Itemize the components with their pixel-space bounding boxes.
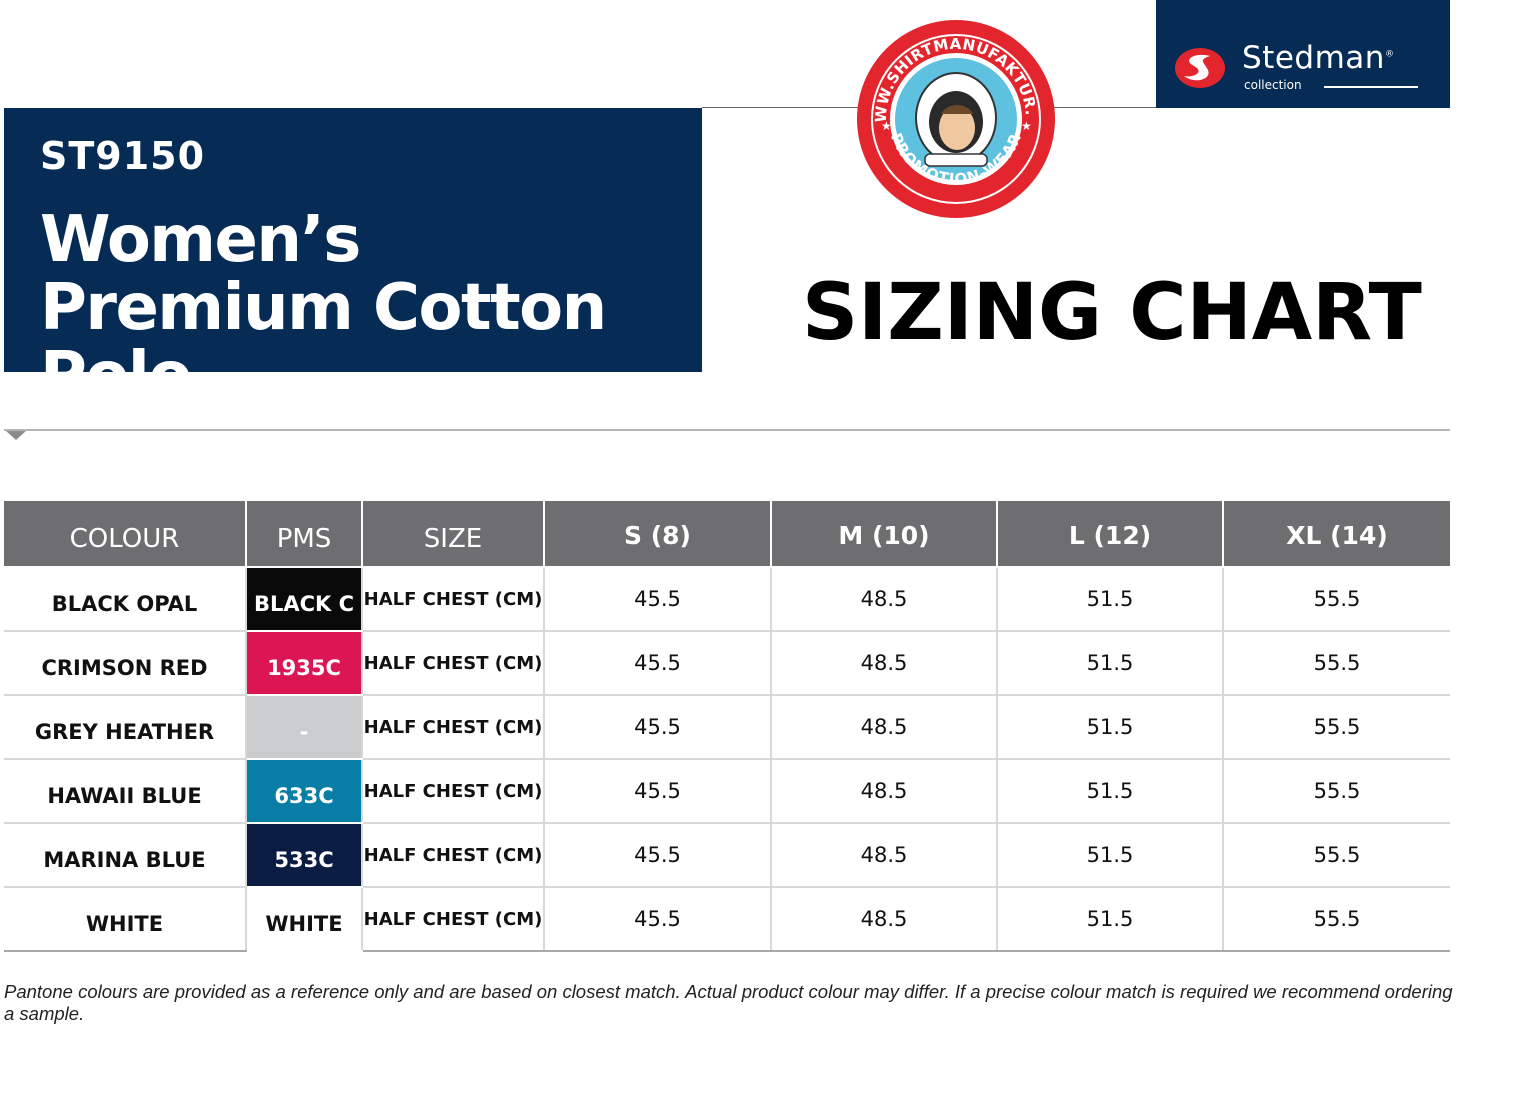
header-size-l: L (12) — [997, 501, 1224, 568]
header-size: SIZE — [362, 501, 545, 568]
measurement-value: 45.5 — [544, 823, 772, 888]
header-pms: PMS — [246, 501, 363, 568]
measurement-value: 48.5 — [771, 631, 998, 696]
title-panel: ST9150 Women’s Premium Cotton Polo — [4, 108, 702, 410]
pms-swatch: - — [246, 695, 363, 760]
brand-underline — [1324, 86, 1418, 88]
measurement-value: 48.5 — [771, 567, 998, 632]
measurement-value: 45.5 — [544, 759, 772, 824]
measurement-value: 55.5 — [1223, 695, 1450, 760]
brand-name: Stedman® — [1242, 40, 1395, 76]
measurement-value: 55.5 — [1223, 631, 1450, 696]
divider-arrow-icon — [6, 431, 26, 440]
header-size-m: M (10) — [771, 501, 998, 568]
brand-subline: collection — [1244, 78, 1302, 92]
measurement-value: 45.5 — [544, 695, 772, 760]
sizing-chart-title: SIZING CHART — [802, 268, 1422, 358]
product-name: Women’s Premium Cotton Polo — [40, 203, 607, 413]
svg-text:★: ★ — [881, 119, 892, 133]
pms-swatch: 1935C — [246, 631, 363, 696]
header-colour: COLOUR — [4, 501, 247, 568]
pantone-footnote: Pantone colours are provided as a refere… — [4, 981, 1453, 1024]
measurement-label: HALF CHEST (CM) — [362, 567, 545, 632]
colour-name: GREY HEATHER — [4, 695, 247, 760]
measurement-value: 55.5 — [1223, 823, 1450, 888]
table-row: WHITE WHITE HALF CHEST (CM) 45.5 48.5 51.5 55.… — [4, 887, 1450, 952]
astronaut-icon — [915, 72, 997, 167]
measurement-value: 45.5 — [544, 631, 772, 696]
section-divider — [4, 429, 1450, 431]
measurement-value: 48.5 — [771, 823, 998, 888]
measurement-value: 48.5 — [771, 759, 998, 824]
colour-name: MARINA BLUE — [4, 823, 247, 888]
measurement-value: 51.5 — [997, 631, 1224, 696]
header-size-xl: XL (14) — [1223, 501, 1450, 568]
pms-swatch: WHITE — [246, 887, 363, 952]
measurement-value: 45.5 — [544, 887, 772, 952]
measurement-value: 51.5 — [997, 759, 1224, 824]
measurement-label: HALF CHEST (CM) — [362, 887, 545, 952]
stedman-s-icon — [1175, 48, 1225, 88]
table-row: BLACK OPAL BLACK C HALF CHEST (CM) 45.5 48.5… — [4, 567, 1450, 632]
colour-name: HAWAII BLUE — [4, 759, 247, 824]
header-size-s: S (8) — [544, 501, 772, 568]
table-header-row: COLOUR PMS SIZE S (8) M (10) L (12) XL (… — [4, 501, 1450, 568]
table-row: GREY HEATHER - HALF CHEST (CM) 45.5 48.5 51.5… — [4, 695, 1450, 760]
measurement-label: HALF CHEST (CM) — [362, 631, 545, 696]
table-row: MARINA BLUE 533C HALF CHEST (CM) 45.5 48.5 51… — [4, 823, 1450, 888]
measurement-label: HALF CHEST (CM) — [362, 695, 545, 760]
colour-name: WHITE — [4, 887, 247, 952]
pms-swatch: BLACK C — [246, 567, 363, 632]
measurement-value: 55.5 — [1223, 567, 1450, 632]
measurement-value: 51.5 — [997, 695, 1224, 760]
measurement-value: 48.5 — [771, 695, 998, 760]
colour-name: BLACK OPAL — [4, 567, 247, 632]
pms-swatch: 633C — [246, 759, 363, 824]
stedman-logo: Stedman® collection — [1156, 0, 1450, 108]
pms-swatch: 533C — [246, 823, 363, 888]
measurement-value: 55.5 — [1223, 759, 1450, 824]
table-row: CRIMSON RED 1935C HALF CHEST (CM) 45.5 48.5 5… — [4, 631, 1450, 696]
shirtmanufaktur-badge: WWW.SHIRTMANUFAKTUR.DE PROMOTION-WEAR ★ … — [855, 18, 1055, 218]
measurement-value: 51.5 — [997, 887, 1224, 952]
table-row: HAWAII BLUE 633C HALF CHEST (CM) 45.5 48.5 51… — [4, 759, 1450, 824]
style-code: ST9150 — [40, 134, 206, 178]
sizing-table: COLOUR PMS SIZE S (8) M (10) L (12) XL (… — [4, 501, 1450, 952]
svg-text:★: ★ — [1021, 119, 1032, 133]
measurement-value: 48.5 — [771, 887, 998, 952]
measurement-label: HALF CHEST (CM) — [362, 823, 545, 888]
measurement-value: 45.5 — [544, 567, 772, 632]
measurement-value: 51.5 — [997, 567, 1224, 632]
measurement-value: 51.5 — [997, 823, 1224, 888]
colour-name: CRIMSON RED — [4, 631, 247, 696]
measurement-label: HALF CHEST (CM) — [362, 759, 545, 824]
measurement-value: 55.5 — [1223, 887, 1450, 952]
